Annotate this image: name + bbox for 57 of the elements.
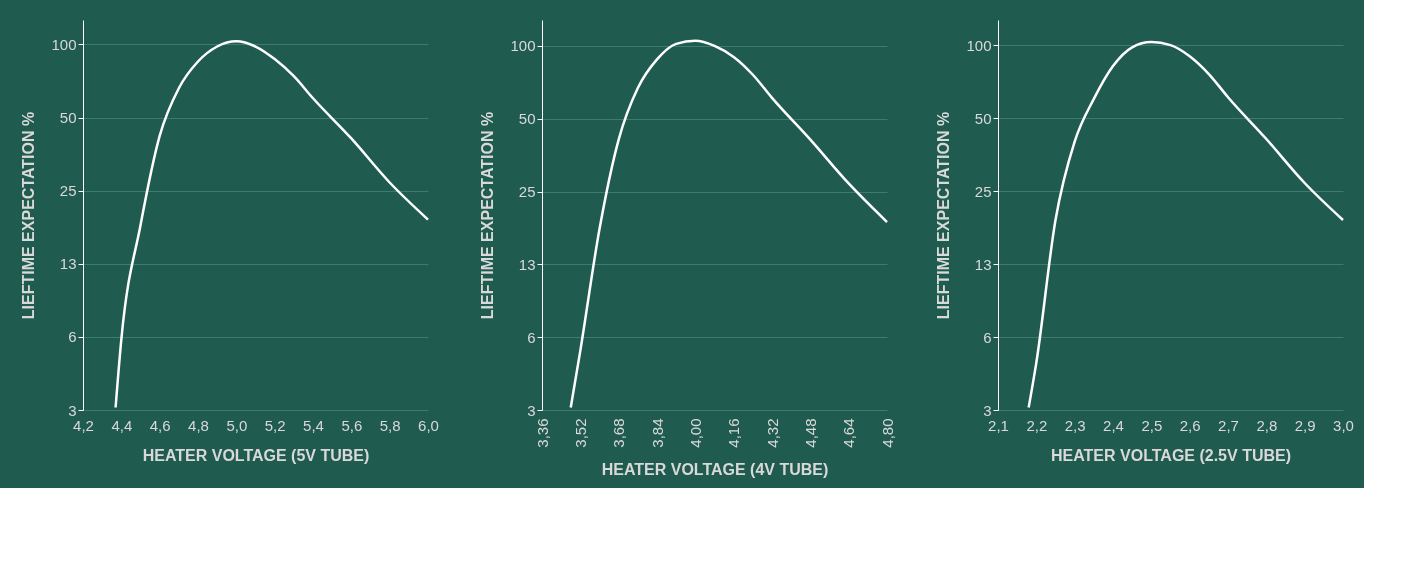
x-tick-label: 5,4 xyxy=(303,416,324,434)
x-axis-title: HEATER VOLTAGE (4V TUBE) xyxy=(601,460,829,478)
x-tick-label: 2,4 xyxy=(1103,416,1124,434)
x-tick-label: 4,48 xyxy=(801,418,819,448)
x-tick-label: 2,2 xyxy=(1026,416,1048,434)
y-tick-label: 50 xyxy=(518,110,536,128)
x-tick-label: 6,0 xyxy=(418,416,439,434)
y-tick-label: 3 xyxy=(983,401,992,419)
x-tick-label: 2,1 xyxy=(988,416,1009,434)
y-tick-label: 25 xyxy=(974,182,992,200)
x-axis-title: HEATER VOLTAGE (2.5V TUBE) xyxy=(1050,446,1292,464)
y-tick-label: 6 xyxy=(527,328,536,346)
x-tick-label: 4,80 xyxy=(878,418,896,448)
x-tick-label: 4,16 xyxy=(725,418,743,448)
x-tick-label: 2,7 xyxy=(1218,416,1239,434)
y-tick-label: 13 xyxy=(518,255,536,273)
x-tick-label: 4,6 xyxy=(149,416,171,434)
y-tick-label: 3 xyxy=(527,401,536,419)
x-tick-label: 4,2 xyxy=(73,416,94,434)
line-series xyxy=(114,40,430,409)
x-tick-label: 2,8 xyxy=(1256,416,1278,434)
x-tick-label: 3,52 xyxy=(571,418,589,448)
x-tick-label: 2,3 xyxy=(1064,416,1086,434)
x-tick-label: 2,5 xyxy=(1141,416,1163,434)
x-tick-label: 4,4 xyxy=(111,416,133,434)
x-tick-label: 3,68 xyxy=(610,418,628,448)
x-tick-label: 3,0 xyxy=(1333,416,1354,434)
x-tick-label: 5,2 xyxy=(264,416,286,434)
x-tick-label: 5,6 xyxy=(341,416,363,434)
line-series xyxy=(1027,40,1345,409)
y-tick-label: 13 xyxy=(59,255,77,273)
x-tick-label: 5,8 xyxy=(379,416,401,434)
line-series xyxy=(569,39,889,409)
y-axis-title: LIEFTIME EXPECTATION % xyxy=(20,111,38,320)
y-tick-label: 3 xyxy=(68,401,77,419)
y-tick-label: 100 xyxy=(510,37,536,55)
y-tick-label: 25 xyxy=(518,183,536,201)
y-tick-label: 6 xyxy=(68,328,77,346)
x-tick-label: 3,84 xyxy=(648,418,666,448)
x-tick-label: 4,64 xyxy=(840,418,858,448)
y-axis-title: LIEFTIME EXPECTATION % xyxy=(935,111,953,320)
x-tick-label: 2,6 xyxy=(1179,416,1201,434)
x-axis-title: HEATER VOLTAGE (5V TUBE) xyxy=(142,446,370,464)
x-tick-label: 2,9 xyxy=(1294,416,1316,434)
y-axis-title: LIEFTIME EXPECTATION % xyxy=(479,111,497,320)
x-tick-label: 4,00 xyxy=(686,418,704,448)
x-tick-label: 4,32 xyxy=(763,418,781,448)
y-tick-label: 50 xyxy=(59,109,77,126)
y-tick-label: 13 xyxy=(974,255,992,273)
y-tick-label: 6 xyxy=(983,328,992,346)
y-tick-label: 100 xyxy=(966,36,992,54)
x-tick-label: 3,36 xyxy=(533,418,551,448)
x-tick-label: 4,8 xyxy=(188,416,209,434)
y-tick-label: 100 xyxy=(51,35,77,53)
y-tick-label: 25 xyxy=(59,182,77,200)
x-tick-label: 5,0 xyxy=(226,416,248,434)
y-tick-label: 50 xyxy=(974,109,992,127)
